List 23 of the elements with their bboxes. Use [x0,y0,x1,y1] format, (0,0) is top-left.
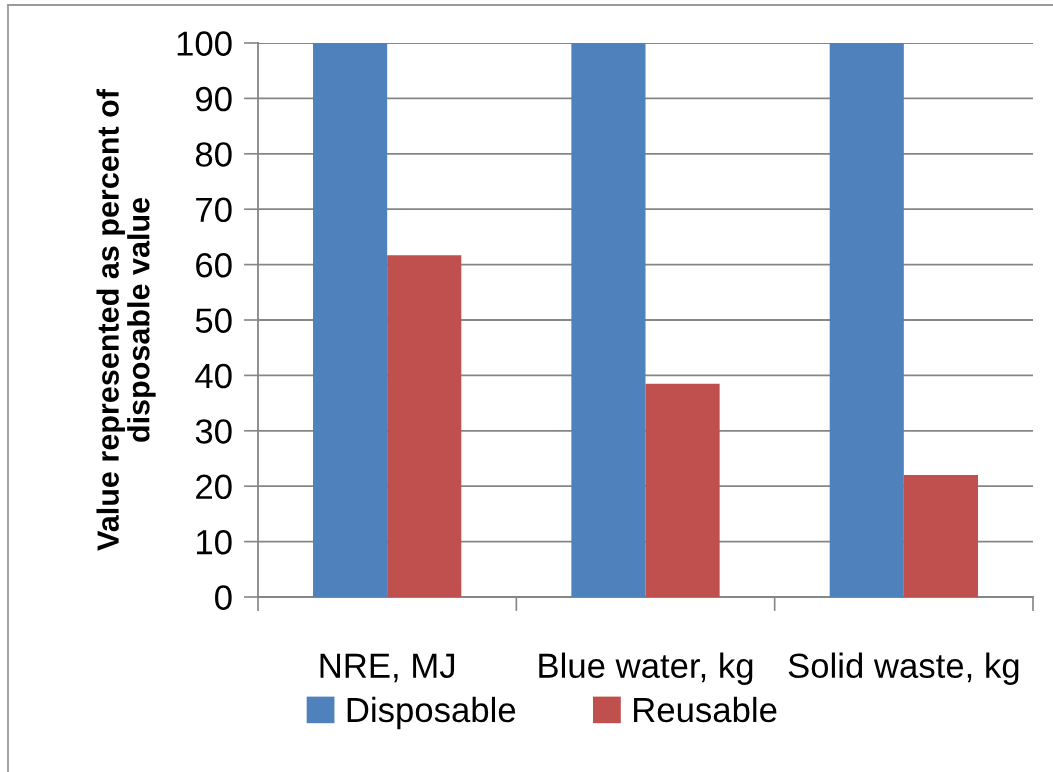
y-tick-label: 40 [195,363,232,389]
legend-label: Disposable [347,696,516,730]
y-tick-label: 60 [196,252,232,278]
y-tick-label: 10 [197,529,232,555]
bar [829,43,904,597]
y-tick-label: 30 [195,419,232,444]
y-tick-label: 100 [177,31,232,56]
y-tick-label: 70 [196,197,232,223]
bar [903,475,978,597]
x-tick-label: Blue water, kg [539,652,753,685]
bar [645,383,720,597]
x-tick-label: NRE, MJ [320,653,455,683]
y-tick-label: 90 [196,86,232,112]
legend-label: Reusable [634,696,777,723]
x-tick-label: Solid waste, kg [788,652,1019,685]
y-axis-title: Value represented as percent of disposable value [96,88,156,551]
y-tick-label: 50 [195,308,232,333]
bar [313,43,388,597]
bar [387,255,462,597]
y-tick-label: 80 [195,142,232,167]
y-tick-label: 20 [196,474,232,500]
bar [571,43,646,597]
y-tick-label: 0 [215,585,232,610]
